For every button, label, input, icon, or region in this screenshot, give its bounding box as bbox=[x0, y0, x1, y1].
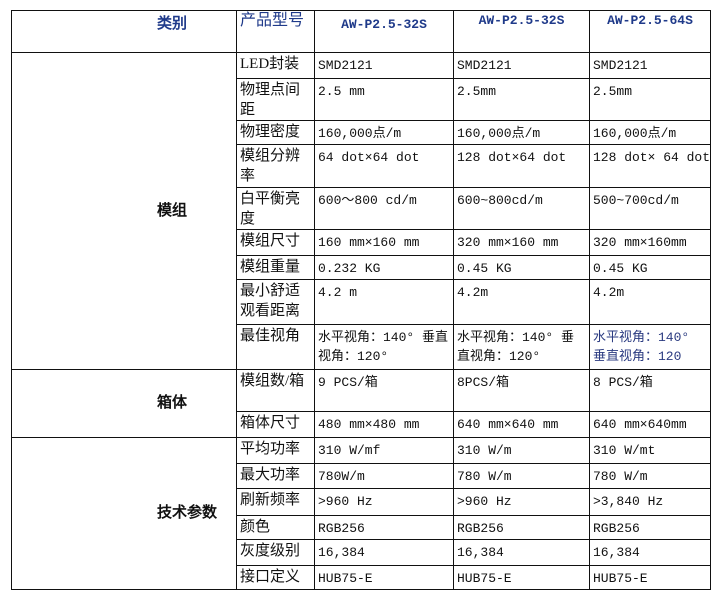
param-value: 水平视角：140° 垂直视角：120° bbox=[453, 324, 590, 370]
param-label: 最大功率 bbox=[236, 463, 315, 489]
param-value: 160,000点/m bbox=[589, 120, 711, 145]
table-row: 技术参数 平均功率 310 W/mf 310 W/m 310 W/mt bbox=[11, 437, 711, 590]
table-row: 箱体尺寸 480 mm×480 mm 640 mm×640 mm 640 mm×640… bbox=[12, 411, 711, 438]
param-value: 16,384 bbox=[589, 539, 711, 566]
spec-table: 类别 产品型号 AW-P2.5-32S AW-P2.5-32S AW-P2.5-… bbox=[11, 10, 711, 590]
param-value: 2.5mm bbox=[589, 78, 711, 121]
table-row: 最佳视角 水平视角：140° 垂直视角：120° 水平视角：140° 垂直视角：12… bbox=[12, 324, 711, 370]
param-value: RGB256 bbox=[314, 515, 454, 540]
param-value: 310 W/mt bbox=[589, 437, 711, 464]
param-label: 物理点间距 bbox=[236, 78, 315, 121]
param-value: 4.2 m bbox=[314, 279, 454, 325]
param-value: 320 mm×160 mm bbox=[453, 229, 590, 256]
table-row: 模组尺寸 160 mm×160 mm 320 mm×160 mm 320 mm×160… bbox=[12, 229, 711, 256]
param-value: 0.45 KG bbox=[589, 255, 711, 280]
header-model-3: AW-P2.5-64S bbox=[589, 10, 711, 53]
param-value: 0.232 KG bbox=[314, 255, 454, 280]
param-label: 刷新频率 bbox=[236, 488, 315, 516]
param-value: HUB75-E bbox=[314, 565, 454, 590]
param-value: 0.45 KG bbox=[453, 255, 590, 280]
param-value: 640 mm×640 mm bbox=[453, 411, 590, 438]
table-row: 最大功率 780W/m 780 W/m 780 W/m bbox=[12, 463, 711, 489]
param-label: 模组数/箱 bbox=[236, 369, 315, 412]
param-value: 64 dot×64 dot bbox=[314, 144, 454, 188]
table-row: 灰度级别 16,384 16,384 16,384 bbox=[12, 539, 711, 566]
header-model-1: AW-P2.5-32S bbox=[314, 10, 454, 53]
param-value: 2.5 mm bbox=[314, 78, 454, 121]
param-value: 4.2m bbox=[589, 279, 711, 325]
param-value: 水平视角：140° 垂直视角：120° bbox=[314, 324, 454, 370]
header-category: 类别 bbox=[11, 10, 237, 53]
param-value: 水平视角：140° 垂直视角：120 bbox=[589, 324, 711, 370]
header-row: 类别 产品型号 AW-P2.5-32S AW-P2.5-32S AW-P2.5-… bbox=[11, 10, 711, 53]
param-value: HUB75-E bbox=[589, 565, 711, 590]
table-row: 刷新频率 >960 Hz >960 Hz >3,840 Hz bbox=[12, 488, 711, 516]
param-value: HUB75-E bbox=[453, 565, 590, 590]
param-value: 8 PCS/箱 bbox=[589, 369, 711, 412]
table-row: 接口定义 HUB75-E HUB75-E HUB75-E bbox=[12, 565, 711, 590]
param-value: 16,384 bbox=[453, 539, 590, 566]
param-value: >3,840 Hz bbox=[589, 488, 711, 516]
param-value: 310 W/mf bbox=[314, 437, 454, 464]
param-value: 780 W/m bbox=[453, 463, 590, 489]
param-value: SMD2121 bbox=[314, 52, 454, 79]
param-value: RGB256 bbox=[453, 515, 590, 540]
group-label: 箱体 bbox=[11, 369, 237, 438]
param-value: 320 mm×160mm bbox=[589, 229, 711, 256]
param-value: SMD2121 bbox=[453, 52, 590, 79]
param-label: 箱体尺寸 bbox=[236, 411, 315, 438]
param-value: 640 mm×640mm bbox=[589, 411, 711, 438]
param-value: 500~700cd/m bbox=[589, 187, 711, 230]
param-value: 600～800 cd/m bbox=[314, 187, 454, 230]
param-value: 2.5mm bbox=[453, 78, 590, 121]
table-row: 物理密度 160,000点/m 160,000点/m 160,000点/m bbox=[12, 120, 711, 145]
table-row: 物理点间距 2.5 mm 2.5mm 2.5mm bbox=[12, 78, 711, 121]
table-row: 白平衡亮度 600～800 cd/m 600~800cd/m 500~700cd/m bbox=[12, 187, 711, 230]
table-row: 颜色 RGB256 RGB256 RGB256 bbox=[12, 515, 711, 540]
param-label: 白平衡亮度 bbox=[236, 187, 315, 230]
param-value: 128 dot×64 dot bbox=[453, 144, 590, 188]
param-value: 128 dot× 64 dot bbox=[589, 144, 711, 188]
param-value: 160,000点/m bbox=[314, 120, 454, 145]
param-label: 物理密度 bbox=[236, 120, 315, 145]
param-label: 模组重量 bbox=[236, 255, 315, 280]
param-value: 780 W/m bbox=[589, 463, 711, 489]
param-value: 160,000点/m bbox=[453, 120, 590, 145]
param-label: 接口定义 bbox=[236, 565, 315, 590]
param-label: LED封装 bbox=[236, 52, 315, 79]
param-label: 模组尺寸 bbox=[236, 229, 315, 256]
param-label: 最佳视角 bbox=[236, 324, 315, 370]
group-label: 模组 bbox=[11, 52, 237, 370]
param-value: 4.2m bbox=[453, 279, 590, 325]
param-value: 310 W/m bbox=[453, 437, 590, 464]
param-value: 8PCS/箱 bbox=[453, 369, 590, 412]
header-model-2: AW-P2.5-32S bbox=[453, 10, 590, 53]
header-product-model: 产品型号 bbox=[236, 10, 315, 53]
param-value: 480 mm×480 mm bbox=[314, 411, 454, 438]
param-label: 模组分辨率 bbox=[236, 144, 315, 188]
table-row: 最小舒适观看距离 4.2 m 4.2m 4.2m bbox=[12, 279, 711, 325]
param-label: 颜色 bbox=[236, 515, 315, 540]
param-value: 16,384 bbox=[314, 539, 454, 566]
table-row: 模组 LED封装 SMD2121 SMD2121 SMD2121 bbox=[11, 52, 711, 370]
table-row: 箱体 模组数/箱 9 PCS/箱 8PCS/箱 8 PCS/箱 bbox=[11, 369, 711, 438]
param-value: >960 Hz bbox=[314, 488, 454, 516]
param-value: 9 PCS/箱 bbox=[314, 369, 454, 412]
param-value: RGB256 bbox=[589, 515, 711, 540]
param-label: 平均功率 bbox=[236, 437, 315, 464]
param-value: SMD2121 bbox=[589, 52, 711, 79]
param-label: 最小舒适观看距离 bbox=[236, 279, 315, 325]
param-value: >960 Hz bbox=[453, 488, 590, 516]
group-label: 技术参数 bbox=[11, 437, 237, 590]
param-value: 160 mm×160 mm bbox=[314, 229, 454, 256]
param-label: 灰度级别 bbox=[236, 539, 315, 566]
param-value: 600~800cd/m bbox=[453, 187, 590, 230]
param-value: 780W/m bbox=[314, 463, 454, 489]
